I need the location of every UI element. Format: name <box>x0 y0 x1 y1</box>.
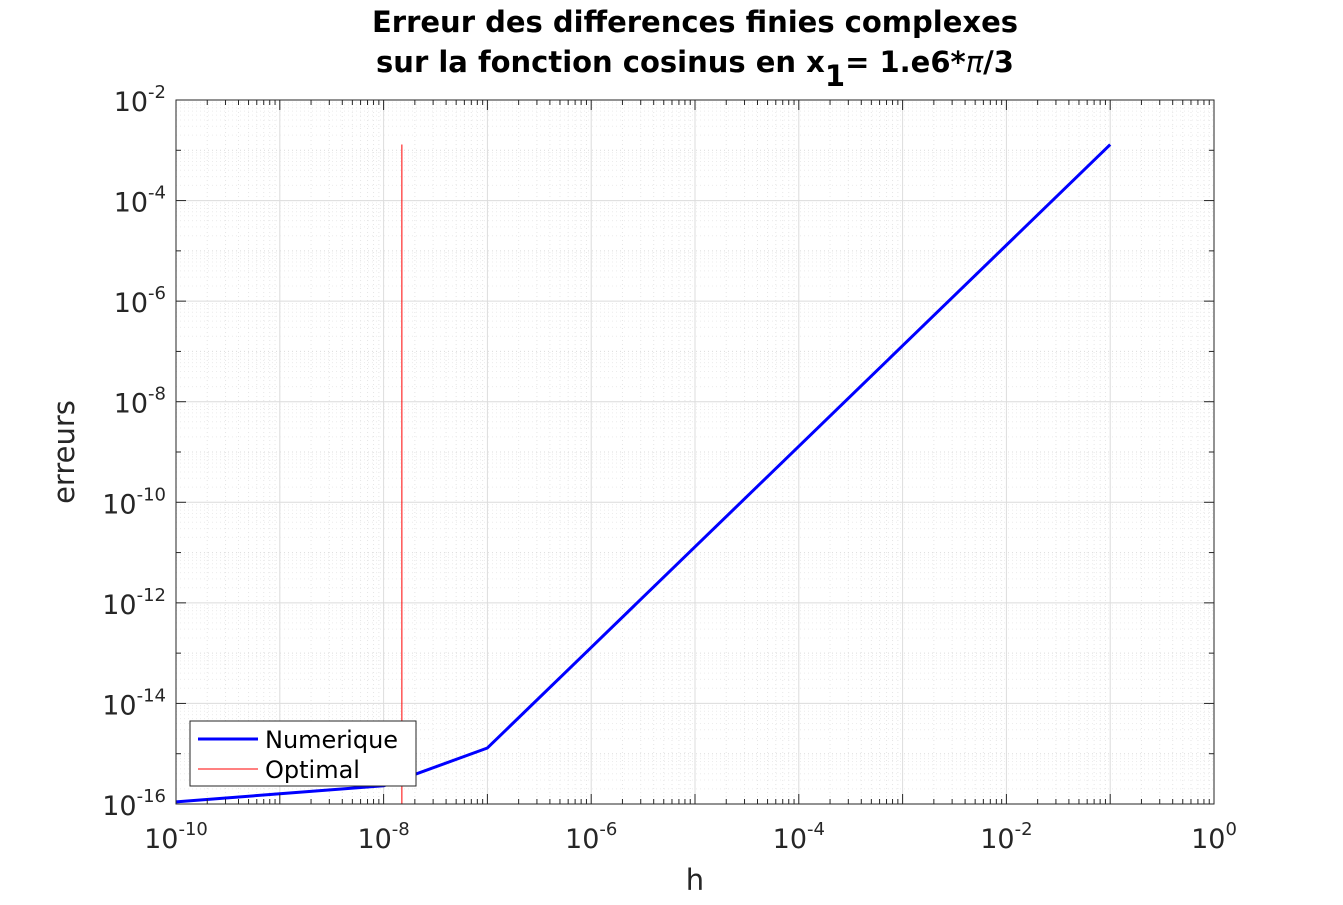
series-line-numerique <box>175 143 1112 804</box>
y-tick-label: 10-6 <box>114 283 166 319</box>
title-line2-suffix: /3 <box>983 45 1014 79</box>
x-tick-label: 10-10 <box>144 819 208 855</box>
x-axis-label: h <box>686 863 704 897</box>
y-tick-labels: 10-16 10-14 10-12 10-10 10-8 10-6 10-4 10-2 <box>102 82 166 822</box>
x-tick-label: 10-8 <box>357 819 409 855</box>
y-axis-label: erreurs <box>47 400 81 504</box>
tick-marks <box>175 99 1215 805</box>
legend: Numerique Optimal <box>189 720 417 787</box>
y-tick-label: 10-2 <box>114 82 166 118</box>
y-tick-label: 10-12 <box>102 585 166 621</box>
x-tick-labels: 10-10 10-8 10-6 10-4 10-2 100 <box>144 819 1237 855</box>
title-line2-middle: = 1.e6* <box>845 45 966 79</box>
y-tick-label: 10-4 <box>114 183 166 219</box>
legend-label-optimal: Optimal <box>265 756 360 784</box>
x-tick-label: 10-2 <box>980 819 1032 855</box>
legend-label-numerique: Numerique <box>265 726 398 754</box>
y-tick-label: 10-14 <box>102 685 166 721</box>
title-line2-subscript: 1 <box>825 59 845 93</box>
x-tick-label: 100 <box>1191 819 1237 855</box>
y-tick-label: 10-8 <box>114 384 166 420</box>
chart-title-line1: Erreur des differences finies complexes <box>372 5 1018 39</box>
legend-box <box>189 720 417 787</box>
x-tick-label: 10-6 <box>565 819 617 855</box>
title-line2-prefix: sur la fonction cosinus en x <box>376 45 825 79</box>
chart-title-line2: sur la fonction cosinus en x1= 1.e6*π/3 <box>376 45 1014 93</box>
grid <box>175 99 1215 805</box>
series-layer <box>175 143 1112 804</box>
y-tick-label: 10-16 <box>102 786 166 822</box>
x-tick-label: 10-4 <box>773 819 825 855</box>
y-tick-label: 10-10 <box>102 484 166 520</box>
title-line2-pi: π <box>966 45 984 79</box>
